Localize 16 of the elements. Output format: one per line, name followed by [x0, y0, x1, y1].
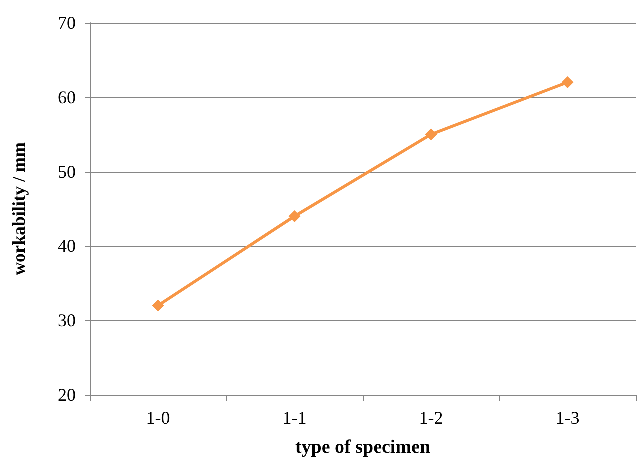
y-tick-label: 40	[58, 236, 76, 256]
y-tick-label: 50	[58, 162, 76, 182]
x-tick-label: 1-3	[556, 408, 580, 428]
point	[288, 210, 301, 222]
x-tick-label: 1-2	[419, 408, 444, 428]
point	[152, 300, 164, 312]
x-tick-label: 1-0	[146, 408, 170, 428]
y-tick-label: 30	[58, 310, 76, 331]
point	[562, 76, 574, 89]
y-axis-title: workability / mm	[9, 142, 29, 276]
y-tick-label: 20	[58, 385, 76, 405]
y-tick-label: 70	[58, 13, 76, 33]
x-axis-title: type of specimen	[295, 437, 431, 458]
x-tick-label: 1-1	[282, 408, 307, 428]
y-tick-label: 60	[58, 87, 76, 108]
point	[425, 128, 438, 141]
